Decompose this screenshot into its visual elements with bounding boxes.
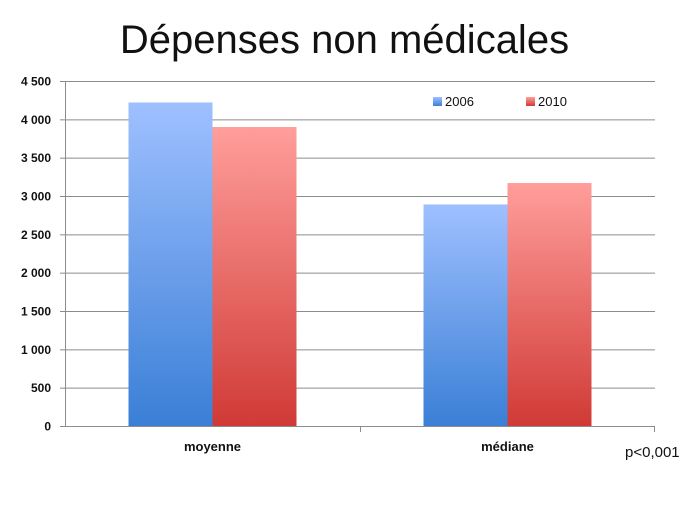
y-tick-label: 3 000: [21, 190, 51, 204]
tick-labels: 0 500 1 000 1 500 2 000 2 500 3 000 3 500 4 000 4…: [21, 75, 534, 455]
y-tick-label: 4 500: [21, 75, 51, 89]
x-tick-label: médiane: [481, 439, 534, 454]
legend-swatch-2006: [433, 97, 442, 106]
chart-title: Dépenses non médicales: [119, 18, 570, 62]
y-tick-label: 3 500: [21, 151, 51, 165]
y-tick-label: 0: [44, 420, 51, 434]
legend-label-2010: 2010: [538, 94, 567, 109]
x-tick-label: moyenne: [184, 439, 241, 454]
y-tick-label: 2 000: [21, 266, 51, 280]
axes: [60, 81, 655, 432]
legend: 2006 2010: [433, 94, 567, 109]
bars: [128, 102, 592, 426]
legend-label-2006: 2006: [445, 94, 474, 109]
legend-swatch-2010: [526, 97, 535, 106]
y-tick-label: 1 500: [21, 305, 51, 319]
y-tick-label: 500: [31, 381, 51, 395]
y-tick-label: 2 500: [21, 228, 51, 242]
bar-2006-médiane: [423, 204, 508, 426]
y-tick-label: 4 000: [21, 113, 51, 127]
bar-2010-moyenne: [212, 127, 297, 426]
y-tick-label: 1 000: [21, 343, 51, 357]
bar-2010-médiane: [507, 182, 592, 426]
p-value-note: p<0,001: [625, 444, 680, 461]
bar-2006-moyenne: [128, 102, 213, 426]
